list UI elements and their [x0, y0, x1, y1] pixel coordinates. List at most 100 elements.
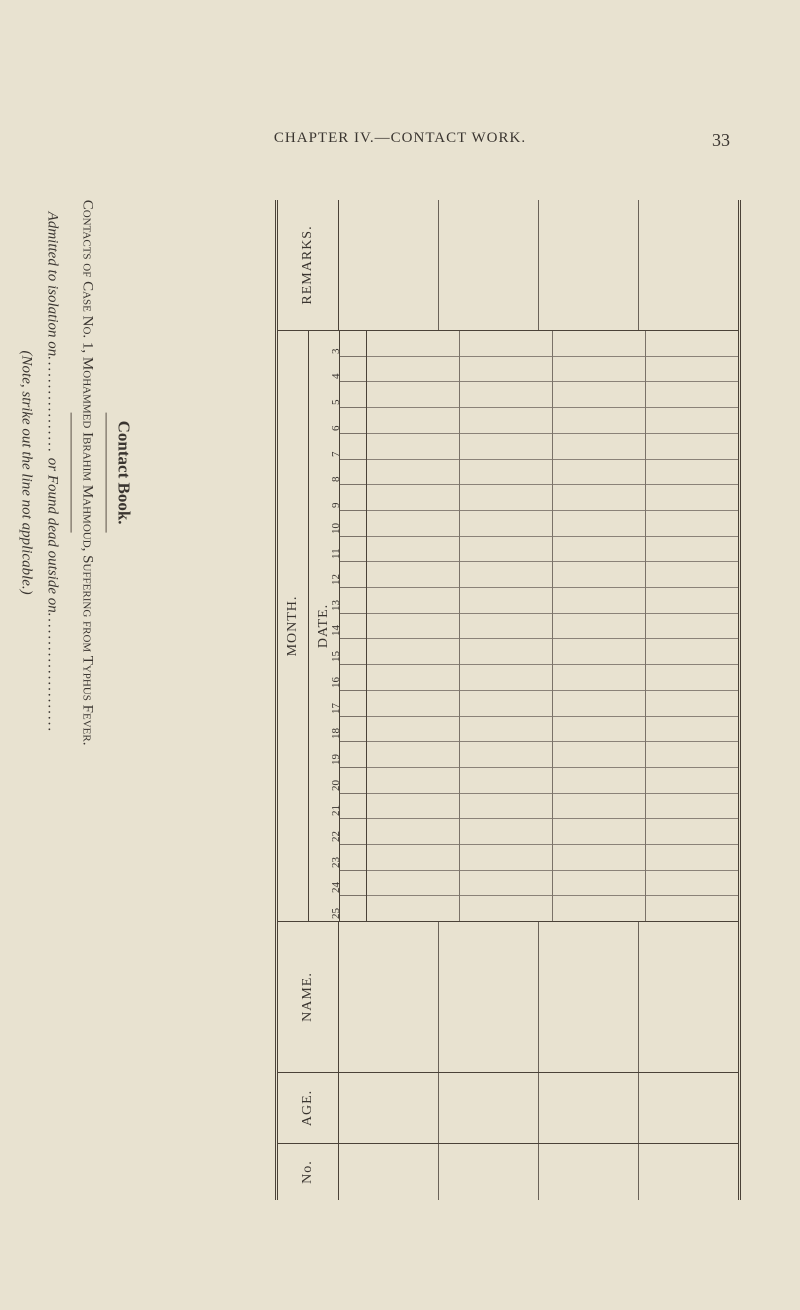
- note-line: (Note, strike out the line not applicabl…: [14, 58, 38, 888]
- date-number-cell: 5: [340, 382, 366, 408]
- admitted-dots2: .....................: [44, 613, 60, 734]
- page-number: 33: [712, 130, 730, 151]
- date-number-cell: 6: [340, 408, 366, 434]
- date-entry-column: [460, 331, 553, 921]
- date-number-cell: 23: [340, 845, 366, 871]
- entry-cell: [639, 1144, 738, 1200]
- no-cells: [339, 1144, 738, 1200]
- date-grid-cell: [460, 871, 552, 897]
- date-number: 17: [330, 703, 342, 714]
- admitted-line: Admitted to isolation on................…: [40, 58, 64, 888]
- date-grid-cell: [460, 819, 552, 845]
- date-number-cell: 10: [340, 511, 366, 537]
- date-grid-cell: [460, 742, 552, 768]
- page: CHAPTER IV.—CONTACT WORK. 33 Contact Boo…: [0, 0, 800, 1310]
- date-grid-cell: [646, 742, 738, 768]
- date-grid-cell: [646, 588, 738, 614]
- date-grid-cell: [646, 665, 738, 691]
- date-grid-cell: [367, 460, 459, 486]
- date-number: 4: [330, 374, 342, 380]
- entry-cell: [439, 922, 539, 1072]
- date-grid-cell: [553, 511, 645, 537]
- date-number-cell: 4: [340, 357, 366, 383]
- date-grid-cell: [646, 691, 738, 717]
- date-grid-cell: [460, 691, 552, 717]
- case-line: Contacts of Case No. 1, Mohammed Ibrahim…: [75, 58, 99, 888]
- date-grid-cell: [646, 819, 738, 845]
- age-label-cell: AGE.: [278, 1073, 339, 1143]
- date-grid-cell: [367, 588, 459, 614]
- date-number-cell: 24: [340, 871, 366, 897]
- entry-cell: [639, 922, 738, 1072]
- date-number: 22: [330, 831, 342, 842]
- date-number-cell: 22: [340, 819, 366, 845]
- date-grid-cell: [460, 357, 552, 383]
- date-grid-cell: [460, 511, 552, 537]
- entry-cell: [339, 1073, 439, 1143]
- date-grid-cell: [367, 639, 459, 665]
- date-grid-cell: [553, 408, 645, 434]
- date-grid-cell: [553, 717, 645, 743]
- date-grid-cell: [460, 408, 552, 434]
- age-label: AGE.: [300, 1090, 316, 1126]
- date-number: 14: [330, 625, 342, 636]
- age-cells: [339, 1073, 738, 1143]
- case-suffix: , Suffering from Typhus Fever.: [79, 548, 95, 746]
- date-grid-cell: [460, 460, 552, 486]
- entry-cell: [339, 200, 439, 330]
- date-grid-cell: [367, 845, 459, 871]
- date-number: 9: [330, 502, 342, 508]
- date-number-cell: 19: [340, 742, 366, 768]
- date-grid-cell: [553, 434, 645, 460]
- entry-cell: [439, 1073, 539, 1143]
- entry-cell: [439, 1144, 539, 1200]
- admitted-prefix: Admitted to isolation on: [44, 212, 60, 357]
- entry-cell: [539, 922, 639, 1072]
- row-dates: MONTH. DATE. 345678910111213141516171819…: [278, 331, 738, 922]
- date-grid-cell: [646, 768, 738, 794]
- date-grid-cell: [367, 742, 459, 768]
- date-grid-cell: [553, 614, 645, 640]
- date-grid-cell: [646, 434, 738, 460]
- title-rule: [105, 413, 106, 533]
- row-no: No.: [278, 1144, 738, 1200]
- date-grid-cell: [553, 819, 645, 845]
- remarks-cells: [339, 200, 738, 330]
- date-number: 16: [330, 677, 342, 688]
- date-grid-cell: [367, 511, 459, 537]
- date-grid-cell: [460, 665, 552, 691]
- date-number: 8: [330, 477, 342, 483]
- date-grid-cell: [460, 717, 552, 743]
- name-label-cell: NAME.: [278, 922, 339, 1072]
- date-grid-cell: [646, 639, 738, 665]
- date-grid-cell: [367, 331, 459, 357]
- date-grid-cell: [553, 845, 645, 871]
- date-number-cell: 8: [340, 460, 366, 486]
- date-grid-cell: [646, 511, 738, 537]
- date-entry-columns: [367, 331, 738, 921]
- date-grid-cell: [553, 639, 645, 665]
- date-grid-cell: [460, 382, 552, 408]
- case-prefix: Contacts of Case No. 1,: [79, 200, 95, 357]
- date-number: 7: [330, 451, 342, 457]
- date-number-cell: 12: [340, 562, 366, 588]
- date-grid-cell: [646, 382, 738, 408]
- name-cells: [339, 922, 738, 1072]
- date-grid-cell: [460, 434, 552, 460]
- month-label: MONTH.: [285, 596, 301, 657]
- entry-cell: [539, 1144, 639, 1200]
- date-grid-cell: [367, 562, 459, 588]
- date-grid-cell: [367, 794, 459, 820]
- date-number: 11: [330, 549, 342, 560]
- date-number: 13: [330, 600, 342, 611]
- date-grid-cell: [646, 562, 738, 588]
- date-number: 12: [330, 574, 342, 585]
- date-grid-cell: [553, 691, 645, 717]
- contact-table: REMARKS. MONTH. DATE. 345678910111213141…: [275, 200, 741, 1200]
- date-grid-cell: [367, 768, 459, 794]
- remarks-label-cell: REMARKS.: [278, 200, 339, 330]
- entry-cell: [439, 200, 539, 330]
- date-number: 5: [330, 400, 342, 406]
- date-number: 21: [330, 805, 342, 816]
- date-grid-cell: [646, 408, 738, 434]
